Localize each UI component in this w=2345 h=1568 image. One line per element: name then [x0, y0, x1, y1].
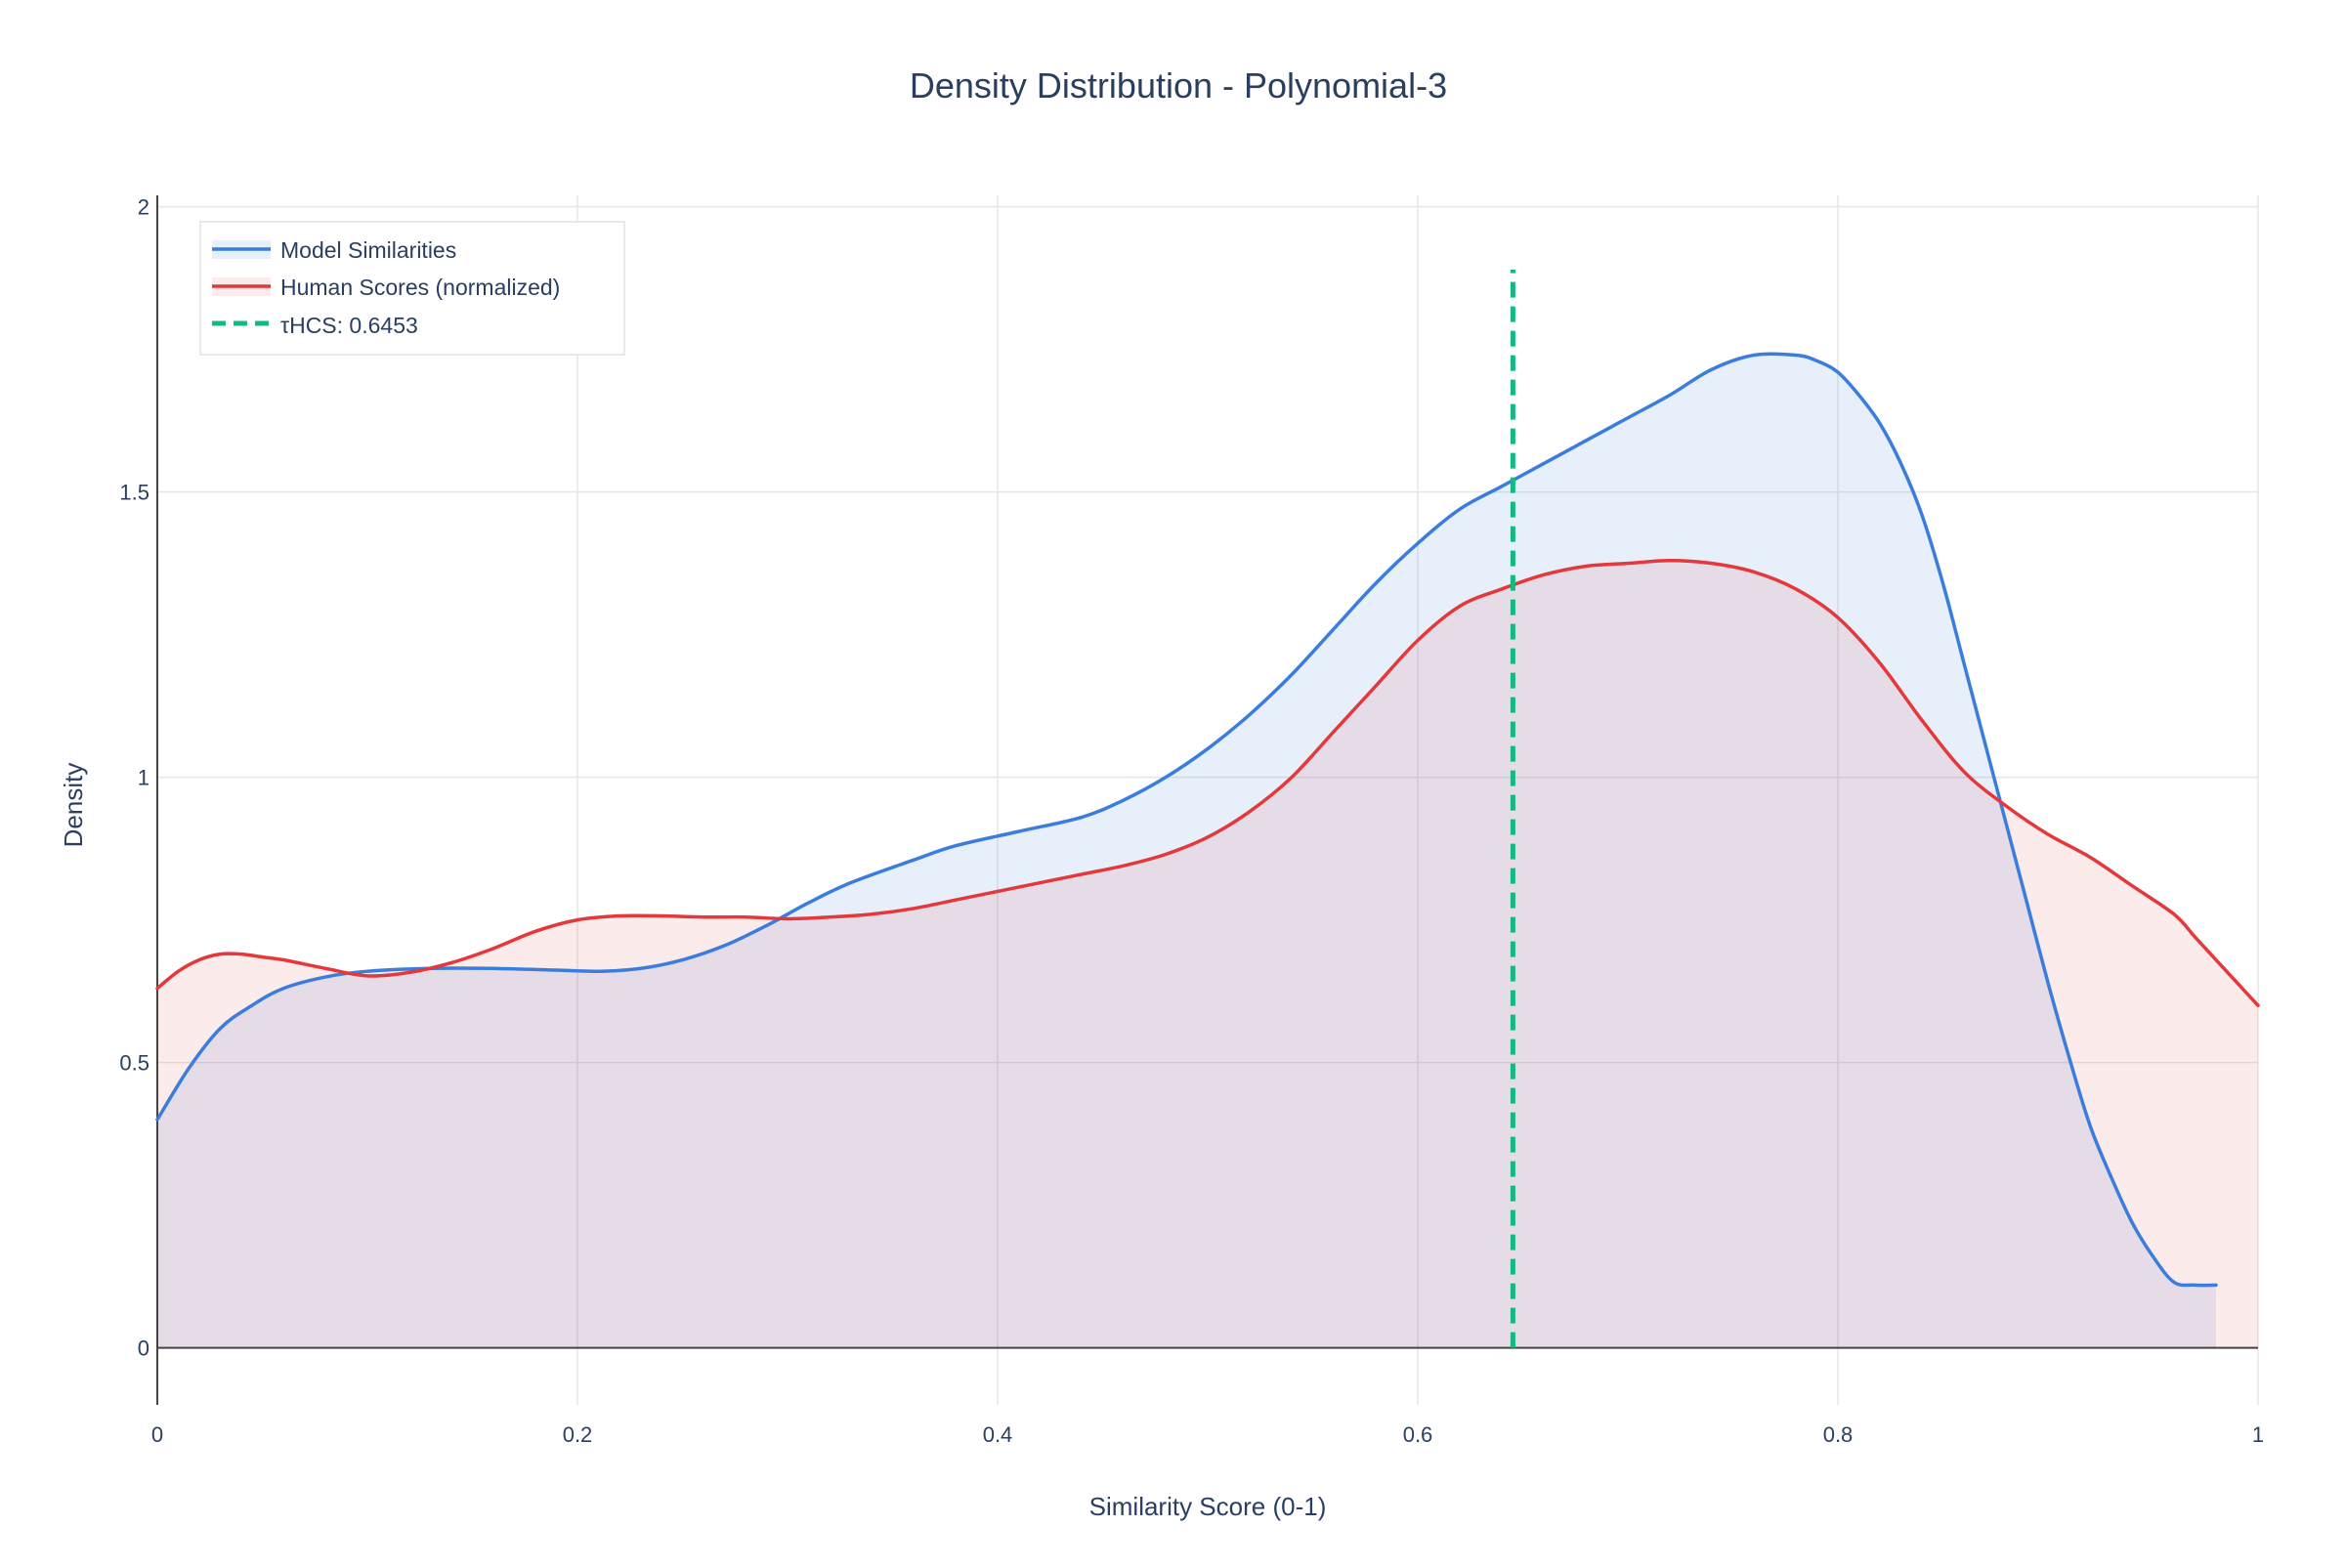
area-fill-human-scores-normalized — [157, 560, 2258, 1348]
grid-layer — [157, 195, 2259, 1405]
x-axis-title: Similarity Score (0-1) — [1089, 1492, 1327, 1521]
y-tick-label: 1.5 — [119, 481, 149, 505]
fill-layer — [157, 354, 2258, 1348]
legend-label-model: Model Similarities — [280, 237, 456, 263]
x-tick-label: 0.2 — [563, 1422, 593, 1447]
y-tick-label: 1 — [138, 766, 149, 790]
area-fill-model-similarities — [157, 354, 2216, 1348]
chart-title: Density Distribution - Polynomial-3 — [910, 65, 1447, 106]
legend-label-thcs: τHCS: 0.6453 — [280, 313, 418, 338]
x-tick-label: 0.6 — [1403, 1422, 1433, 1447]
tick-layer: 0 0.2 0.4 0.6 0.8 1 0 0.5 1 1.5 2 — [119, 195, 2264, 1447]
series-line-human-scores-normalized — [155, 558, 2260, 1007]
y-tick-label: 2 — [138, 195, 149, 220]
legend-item-human-scores[interactable]: Human Scores (normalized) — [212, 275, 560, 300]
y-tick-label: 0 — [138, 1336, 149, 1361]
legend-box — [199, 221, 625, 356]
axis-layer — [156, 195, 2258, 1405]
x-tick-label: 1 — [2252, 1422, 2264, 1447]
legend-label-human: Human Scores (normalized) — [280, 275, 560, 300]
x-tick-label: 0.8 — [1823, 1422, 1854, 1447]
legend[interactable]: Model Similarities Human Scores (normali… — [199, 221, 625, 356]
y-axis-title: Density — [59, 763, 88, 848]
series-line-model-similarities — [155, 352, 2218, 1288]
line-layer — [155, 269, 2260, 1348]
legend-item-thcs[interactable]: τHCS: 0.6453 — [212, 313, 418, 338]
x-tick-label: 0.4 — [983, 1422, 1013, 1447]
legend-item-model-similarities[interactable]: Model Similarities — [212, 237, 456, 263]
y-tick-label: 0.5 — [119, 1051, 149, 1076]
x-tick-label: 0 — [151, 1422, 163, 1447]
